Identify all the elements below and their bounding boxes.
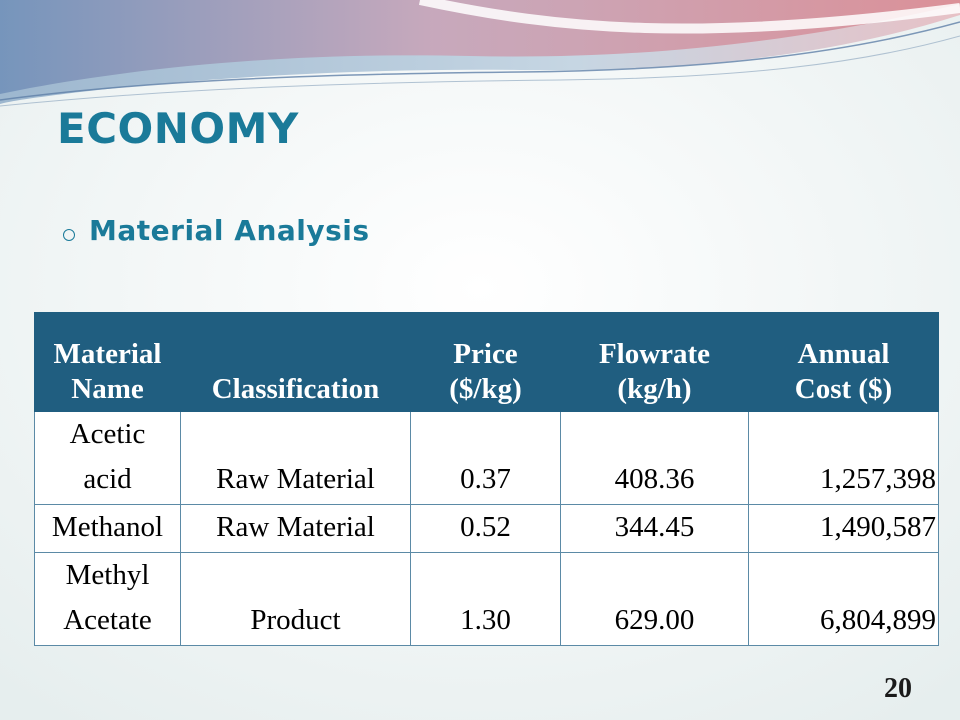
header-annual-cost: Annual Cost ($) bbox=[748, 312, 939, 412]
cell-price: 0.37 bbox=[410, 411, 561, 505]
cell-classification: Product bbox=[180, 552, 411, 646]
cell-flowrate: 629.00 bbox=[560, 552, 749, 646]
cell-material-name: Acetic acid bbox=[34, 411, 181, 505]
cell-annual-cost: 1,490,587 bbox=[748, 504, 939, 553]
table-header-row: Material Name Classification Price ($/kg) … bbox=[34, 312, 939, 412]
cell-price: 1.30 bbox=[410, 552, 561, 646]
material-analysis-table: Material Name Classification Price ($/kg) … bbox=[34, 312, 939, 646]
circle-bullet-icon bbox=[63, 228, 75, 241]
page-number: 20 bbox=[884, 673, 912, 704]
header-classification: Classification bbox=[180, 312, 411, 412]
slide-title: ECONOMY bbox=[57, 104, 299, 153]
cell-annual-cost: 6,804,899 bbox=[748, 552, 939, 646]
table-row: Methanol Raw Material 0.52 344.45 1,490,… bbox=[34, 504, 939, 553]
cell-annual-cost: 1,257,398 bbox=[748, 411, 939, 505]
cell-material-name: Methanol bbox=[34, 504, 181, 553]
header-flowrate: Flowrate (kg/h) bbox=[560, 312, 749, 412]
cell-classification: Raw Material bbox=[180, 504, 411, 553]
header-material-name: Material Name bbox=[34, 312, 181, 412]
cell-flowrate: 344.45 bbox=[560, 504, 749, 553]
table-row: Methyl Acetate Product 1.30 629.00 6,804,… bbox=[34, 552, 939, 646]
slide-subtitle: Material Analysis bbox=[89, 214, 370, 247]
table-row: Acetic acid Raw Material 0.37 408.36 1,25… bbox=[34, 411, 939, 505]
bullet-item: Material Analysis bbox=[63, 214, 370, 247]
cell-classification: Raw Material bbox=[180, 411, 411, 505]
header-price: Price ($/kg) bbox=[410, 312, 561, 412]
cell-material-name: Methyl Acetate bbox=[34, 552, 181, 646]
cell-price: 0.52 bbox=[410, 504, 561, 553]
cell-flowrate: 408.36 bbox=[560, 411, 749, 505]
header-wave-decoration bbox=[0, 0, 960, 107]
